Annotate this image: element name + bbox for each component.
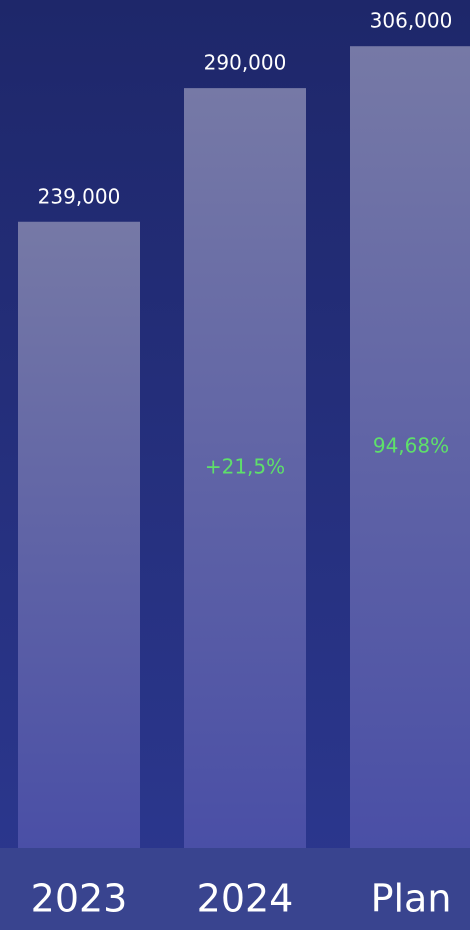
bar xyxy=(184,88,306,848)
annotation: 94,68% xyxy=(373,434,449,458)
bar xyxy=(350,46,470,849)
category-band xyxy=(0,848,470,930)
bar xyxy=(18,221,140,848)
x-tick-label: 2023 xyxy=(31,877,128,921)
value-label: 306,000 xyxy=(370,9,453,33)
value-label: 290,000 xyxy=(204,51,287,75)
x-tick-label: Plan xyxy=(371,877,452,921)
x-tick-label: 2024 xyxy=(197,877,294,921)
annotation: +21,5% xyxy=(205,455,285,479)
value-label: 239,000 xyxy=(38,184,121,208)
